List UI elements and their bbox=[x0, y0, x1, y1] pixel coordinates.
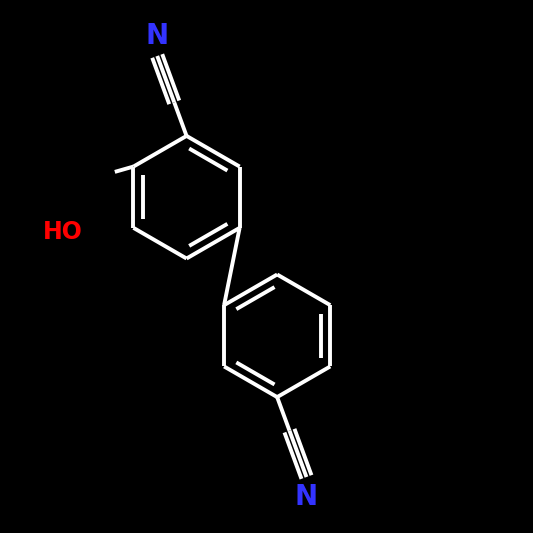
Text: N: N bbox=[295, 483, 318, 512]
Text: N: N bbox=[146, 21, 169, 50]
Text: HO: HO bbox=[43, 220, 83, 244]
